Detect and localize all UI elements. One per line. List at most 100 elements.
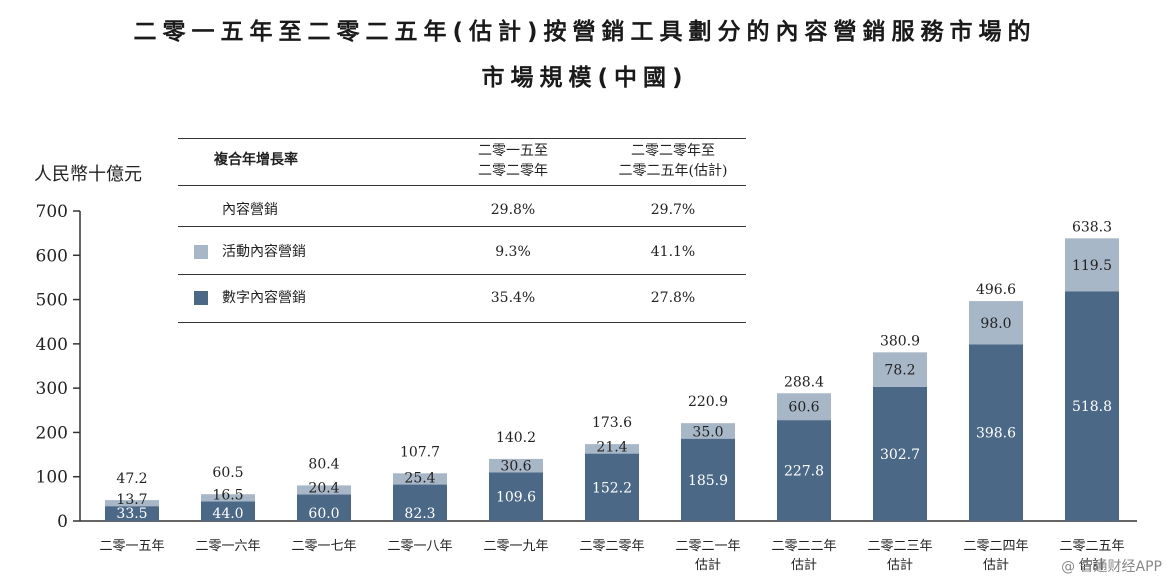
legend-row-rule-2 (178, 274, 746, 275)
bar-event-value-label: 21.4 (596, 440, 627, 456)
bar-event-value-label: 25.4 (404, 471, 435, 487)
bar-event (585, 444, 639, 454)
legend-row-content-cagr1: 29.8% (490, 202, 536, 218)
bar-event-value-label: 13.7 (116, 492, 147, 508)
bar-event (777, 393, 831, 421)
bar-event-value-label: 16.5 (212, 488, 243, 504)
y-tick-label: 100 (36, 468, 68, 488)
bar-event (393, 473, 447, 485)
bar-event (1065, 238, 1119, 292)
bar-event-value-label: 35.0 (692, 425, 723, 441)
bar-total-label: 140.2 (496, 430, 536, 446)
bar-digital (777, 420, 831, 521)
bar-digital-value-label: 518.8 (1072, 399, 1112, 415)
legend-row-digital-cagr1: 35.4% (490, 290, 536, 306)
legend-swatch-event (194, 245, 208, 259)
legend-header-cagr: 複合年增長率 (214, 152, 298, 168)
y-tick-label: 400 (36, 335, 68, 355)
legend-row-content-cagr2: 29.7% (650, 202, 696, 218)
legend-col2-header-line1: 二零二零年至 (631, 143, 715, 159)
bar-total-label: 220.9 (688, 394, 728, 410)
y-tick-label: 500 (36, 291, 68, 311)
legend-swatch-digital (194, 291, 208, 305)
x-category-sublabel: 估計 (983, 557, 1009, 573)
bar-digital (585, 453, 639, 521)
bar-total-label: 496.6 (976, 282, 1016, 298)
x-category-label: 二零一八年 (387, 539, 452, 554)
legend-col2-header-line2: 二零二五年(估計) (618, 163, 728, 179)
y-tick-label: 0 (57, 512, 68, 532)
bar-event-value-label: 30.6 (500, 458, 531, 474)
legend-header-rule (178, 185, 746, 186)
bar-digital (297, 494, 351, 521)
x-category-sublabel: 估計 (791, 557, 817, 573)
legend-row-rule-1 (178, 226, 746, 227)
bar-digital-value-label: 44.0 (212, 506, 243, 522)
legend-top-rule (178, 138, 746, 139)
x-category-label: 二零二一年 (675, 539, 740, 554)
bar-event (105, 500, 159, 507)
x-category-label: 二零二五年 (1059, 539, 1124, 554)
bar-event-value-label: 119.5 (1072, 258, 1112, 274)
bar-total-label: 173.6 (592, 415, 632, 431)
y-tick-label: 300 (36, 379, 68, 399)
bar-digital-value-label: 82.3 (404, 506, 435, 522)
bar-event (873, 352, 927, 387)
chart-title-line1: 二零一五年至二零二五年(估計)按營銷工具劃分的內容營銷服務市場的 (133, 19, 1037, 45)
bar-event (201, 494, 255, 502)
bar-digital-value-label: 398.6 (976, 426, 1016, 442)
x-category-label: 二零二三年 (867, 539, 932, 554)
bar-digital-value-label: 33.5 (116, 506, 147, 522)
bar-total-label: 380.9 (880, 333, 920, 349)
bar-event-value-label: 60.6 (788, 400, 819, 416)
bar-event (489, 458, 543, 473)
y-tick-label: 700 (36, 202, 68, 222)
bar-digital (201, 501, 255, 521)
bar-digital (105, 506, 159, 521)
bar-digital (489, 472, 543, 521)
bar-event-value-label: 20.4 (308, 480, 339, 496)
legend-row-event-label: 活動內容營銷 (222, 244, 306, 260)
bar-digital-value-label: 185.9 (688, 473, 728, 489)
bar-total-label: 47.2 (116, 471, 147, 487)
bar-event-value-label: 98.0 (980, 316, 1011, 332)
legend-row-digital-cagr2: 27.8% (650, 290, 696, 306)
bar-total-label: 288.4 (784, 374, 824, 390)
legend-bottom-rule (178, 322, 746, 323)
bar-event (969, 301, 1023, 345)
bar-event (297, 485, 351, 495)
bar-total-label: 638.3 (1072, 219, 1112, 235)
x-category-label: 二零一九年 (483, 539, 548, 554)
y-axis-unit-label: 人民幣十億元 (34, 164, 142, 185)
legend-col1-header-line1: 二零一五至 (478, 143, 548, 159)
bar-digital-value-label: 60.0 (308, 506, 339, 522)
bar-event (681, 423, 735, 439)
bar-digital (969, 344, 1023, 521)
bar-digital-value-label: 227.8 (784, 464, 824, 480)
bar-digital-value-label: 152.2 (592, 480, 632, 496)
bar-digital (873, 386, 927, 521)
x-category-label: 二零一六年 (195, 539, 260, 554)
y-tick-label: 600 (36, 246, 68, 266)
bar-digital (1065, 291, 1119, 521)
chart-title-line2: 市場規模(中國) (481, 65, 689, 91)
y-tick-label: 200 (36, 423, 68, 443)
x-category-sublabel: 估計 (887, 557, 913, 573)
legend-row-content-label: 內容營銷 (222, 202, 278, 218)
x-category-label: 二零二二年 (771, 539, 836, 554)
watermark: @ 智通财经APP (1061, 559, 1162, 575)
bar-digital (393, 484, 447, 521)
x-category-label: 二零二四年 (963, 539, 1028, 554)
x-category-sublabel: 估計 (1079, 557, 1105, 573)
legend-row-digital-label: 數字內容營銷 (222, 290, 306, 306)
legend-row-event-cagr1: 9.3% (495, 244, 531, 260)
bar-digital-value-label: 302.7 (880, 447, 920, 463)
x-category-sublabel: 估計 (695, 557, 721, 573)
bar-total-label: 80.4 (308, 456, 339, 472)
bar-digital (681, 438, 735, 521)
bar-total-label: 107.7 (400, 444, 440, 460)
x-category-label: 二零一五年 (99, 539, 164, 554)
x-category-label: 二零一七年 (291, 539, 356, 554)
x-category-label: 二零二零年 (579, 539, 644, 554)
